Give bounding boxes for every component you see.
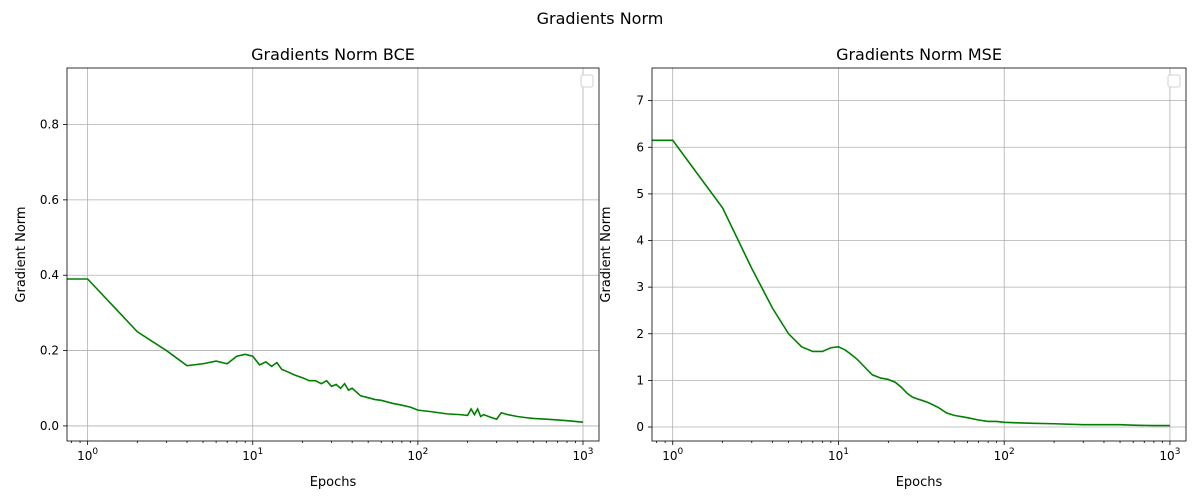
mse-ytick-label-1: 1: [636, 373, 644, 387]
bce-grid: [67, 68, 599, 441]
mse-xlabel: Epochs: [896, 475, 943, 490]
bce-legend: [580, 74, 594, 88]
bce-axes: 100 101 102 103 0.0 0.2 0.4 0.6 0.8 Gradients Nor…: [14, 45, 600, 490]
mse-series-line-0: [652, 139, 1170, 427]
mse-axes-frame: [651, 67, 1187, 442]
bce-axes-frame: [66, 67, 600, 442]
mse-axes-title: Gradients Norm MSE: [836, 45, 1002, 64]
bce-xlabel: Epochs: [310, 475, 357, 490]
bce-ytick-label-0: 0.0: [40, 419, 59, 433]
figure-suptitle: Gradients Norm: [537, 9, 664, 28]
bce-xtick-label-1: 101: [242, 447, 263, 463]
bce-xtick-label-3: 103: [572, 447, 593, 463]
mse-ytick-label-5: 5: [636, 187, 644, 201]
mse-legend: [1167, 74, 1181, 88]
mse-ytick-label-3: 3: [636, 280, 644, 294]
bce-ytick-label-2: 0.4: [40, 268, 59, 282]
bce-xtick-label-2: 102: [407, 447, 428, 463]
bce-ytick-label-4: 0.8: [40, 118, 59, 132]
bce-series-line-0: [67, 278, 584, 423]
mse-xtick-label-1: 101: [828, 447, 849, 463]
mse-ylabel: Gradient Norm: [599, 206, 614, 302]
mse-xtick-label-2: 102: [994, 447, 1015, 463]
mse-ytick-label-7: 7: [636, 94, 644, 108]
bce-ytick-label-3: 0.6: [40, 193, 59, 207]
bce-xtick-label-0: 100: [77, 447, 98, 463]
mse-xtick-label-0: 100: [662, 447, 683, 463]
mse-ytick-label-6: 6: [636, 140, 644, 154]
mse-grid: [652, 68, 1186, 441]
mse-ytick-label-2: 2: [636, 327, 644, 341]
mse-ytick-label-0: 0: [636, 420, 644, 434]
bce-ylabel: Gradient Norm: [14, 206, 29, 302]
bce-ytick-label-1: 0.2: [40, 344, 59, 358]
mse-ytick-label-4: 4: [636, 234, 644, 248]
mse-axes: 100 101 102 103 0 1 2 3 4 5 6 7 Gradients Norm MSE Ep…: [599, 45, 1187, 490]
bce-axes-title: Gradients Norm BCE: [251, 45, 415, 64]
mse-xtick-label-3: 103: [1159, 447, 1180, 463]
